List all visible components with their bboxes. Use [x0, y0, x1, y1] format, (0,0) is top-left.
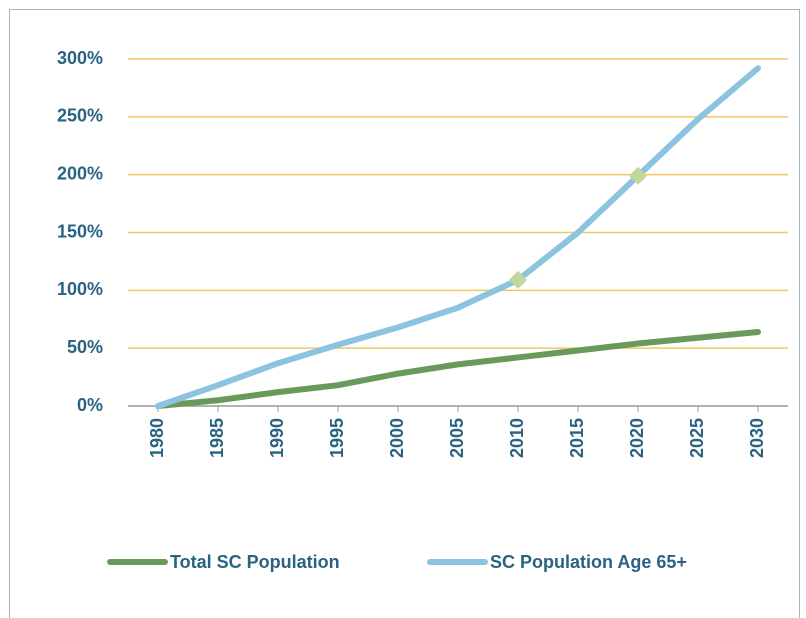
x-tick-label: 2015	[567, 418, 587, 458]
y-tick-label: 300%	[57, 48, 103, 68]
x-tick-label: 2010	[507, 418, 527, 458]
y-tick-label: 200%	[57, 163, 103, 183]
x-tick-label: 2005	[447, 418, 467, 458]
chart-frame	[9, 9, 800, 618]
x-tick-label: 2030	[747, 418, 767, 458]
y-tick-label: 50%	[67, 337, 103, 357]
x-tick-label: 1980	[147, 418, 167, 458]
x-tick-label: 1985	[207, 418, 227, 458]
series-line	[155, 65, 761, 409]
y-tick-label: 250%	[57, 106, 103, 126]
x-tick-label: 2000	[387, 418, 407, 458]
x-tick-label: 1990	[267, 418, 287, 458]
legend-label: Total SC Population	[170, 552, 340, 572]
point-marker	[509, 270, 527, 289]
x-tick-label: 2025	[687, 418, 707, 458]
point-marker	[629, 166, 647, 185]
y-tick-label: 0%	[77, 395, 103, 415]
series-line	[155, 328, 761, 409]
y-tick-label: 150%	[57, 221, 103, 241]
x-tick-label: 2020	[627, 418, 647, 458]
legend-label: SC Population Age 65+	[490, 552, 687, 572]
y-tick-label: 100%	[57, 279, 103, 299]
x-tick-label: 1995	[327, 418, 347, 458]
